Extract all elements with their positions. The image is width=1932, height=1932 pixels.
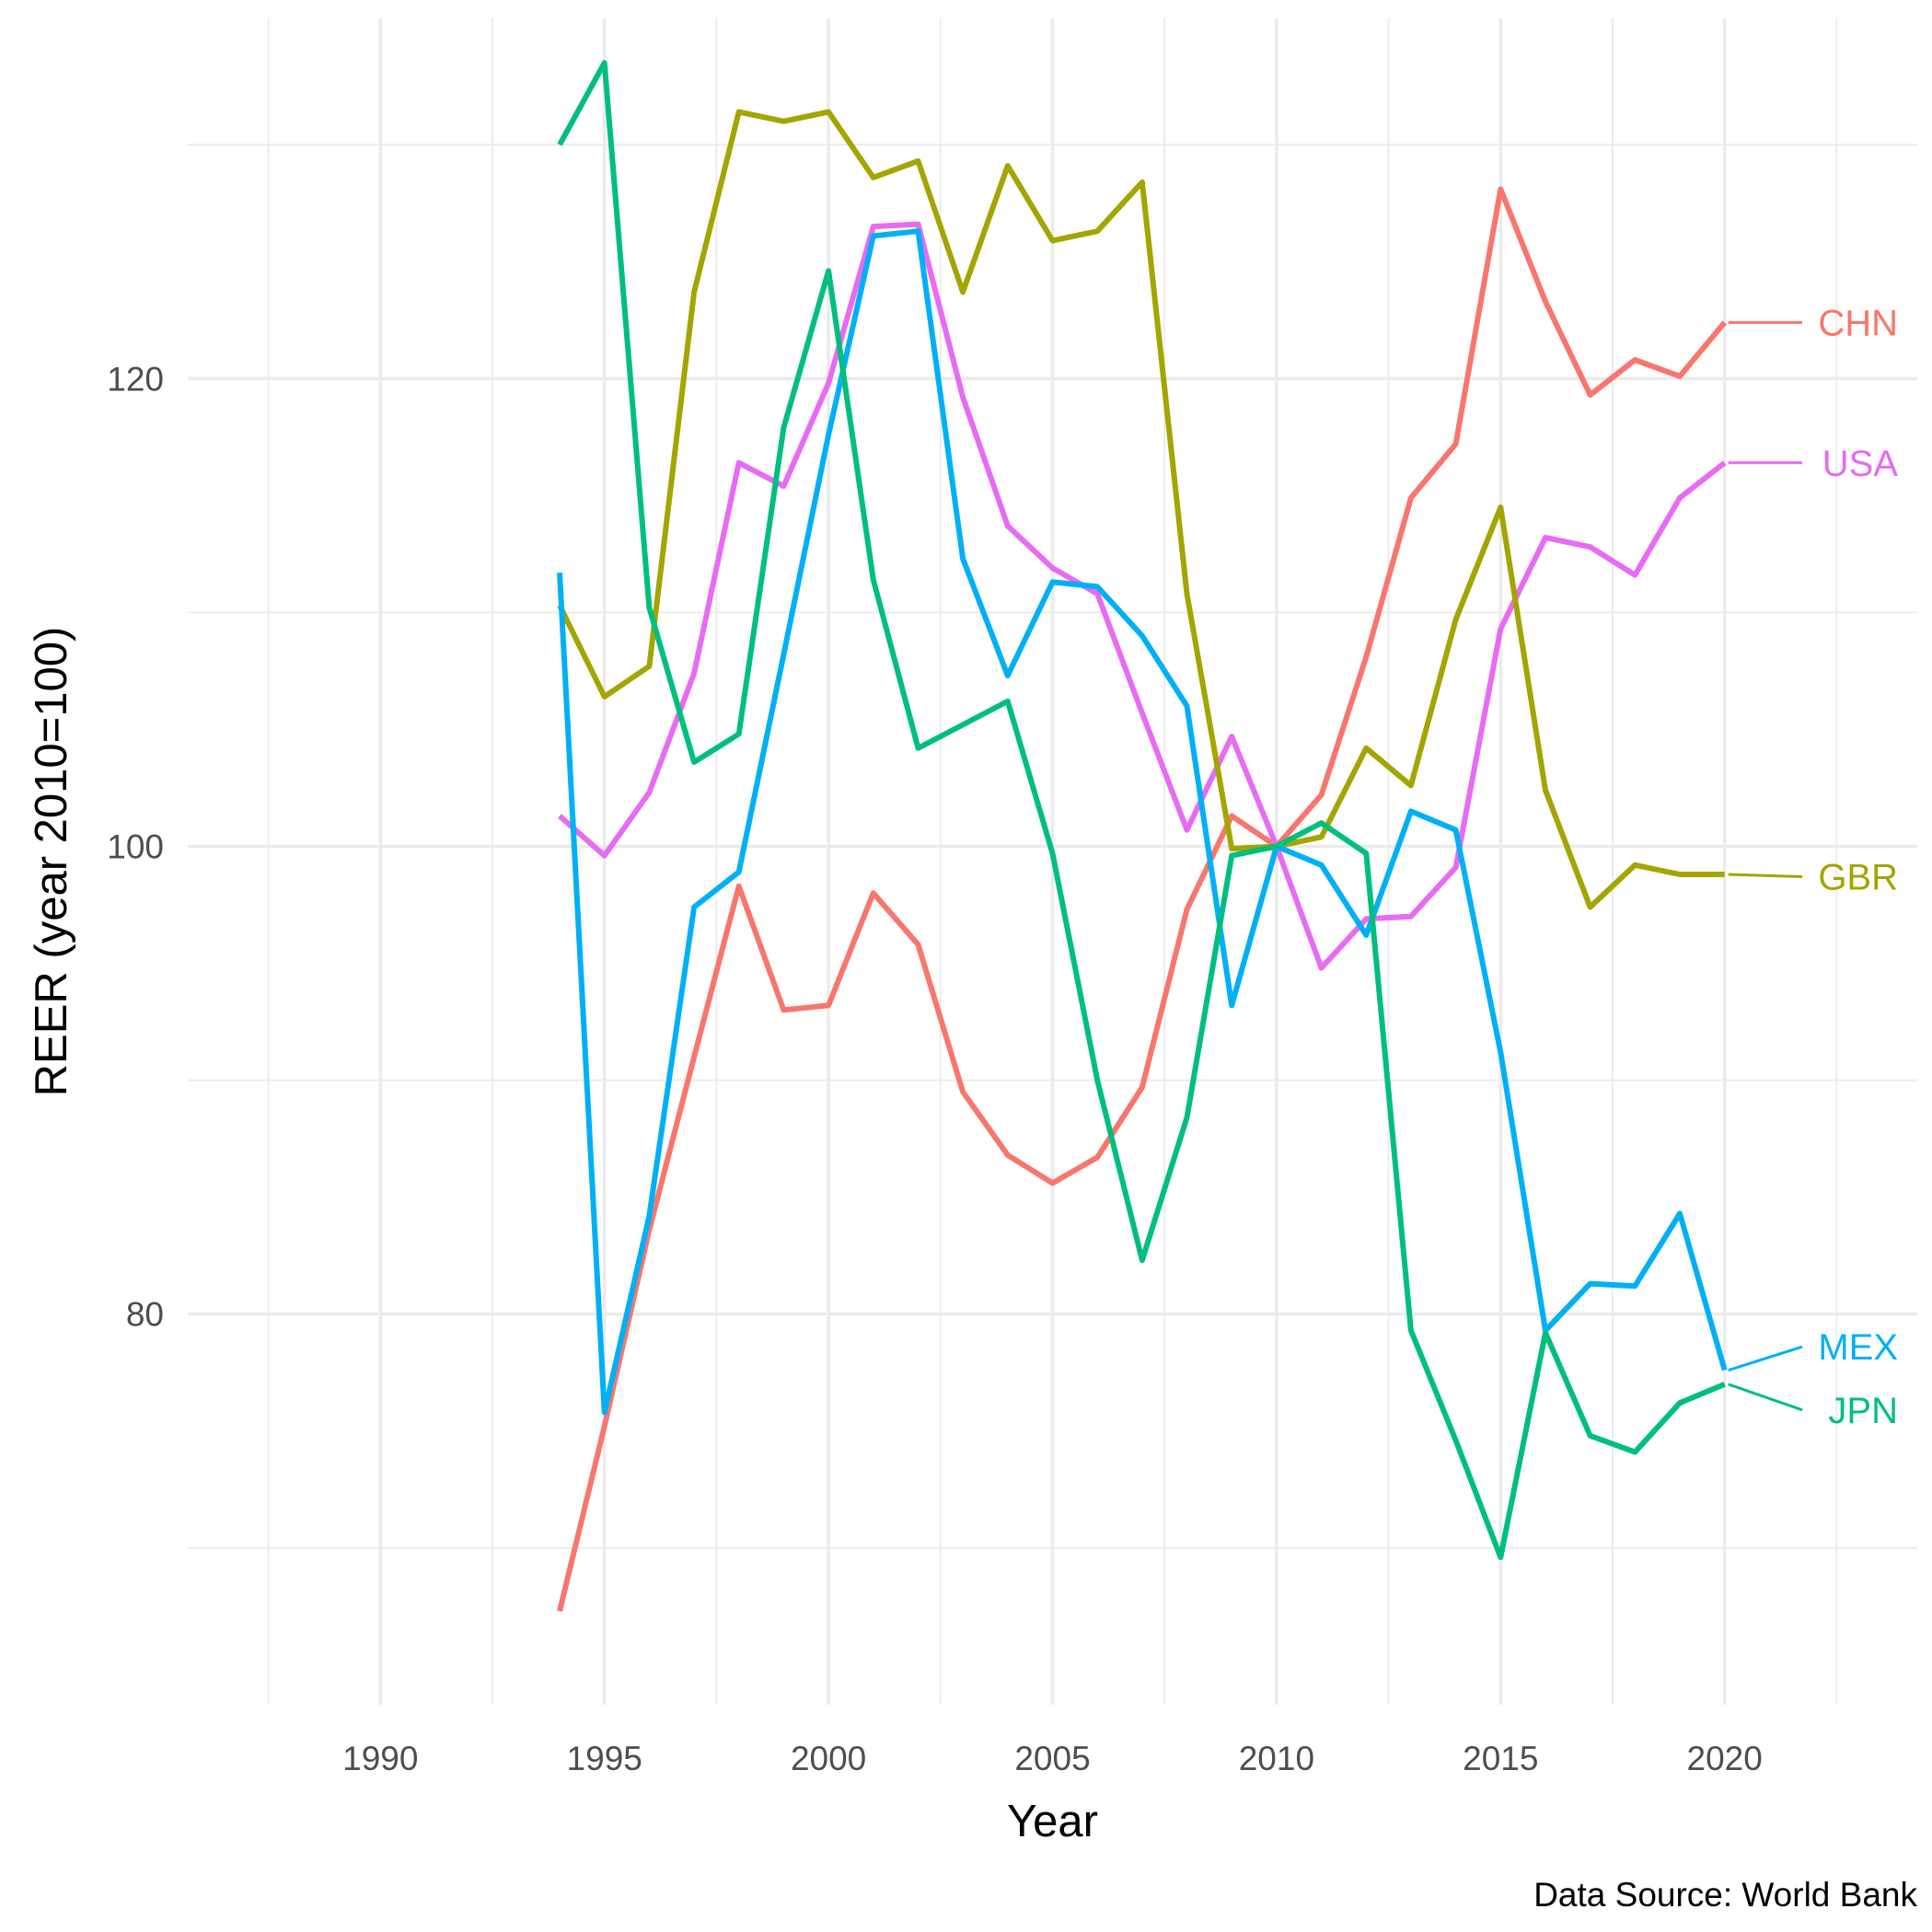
x-tick-label: 1995 [567, 1740, 642, 1777]
series-direct-labels: CHN USA GBR MEX JPN [1728, 303, 1899, 1431]
x-axis-tick-labels: 1990 1995 2000 2005 2010 2015 2020 [342, 1740, 1763, 1777]
x-tick-label: 1990 [342, 1740, 418, 1777]
label-leader-mex [1728, 1345, 1803, 1372]
x-tick-label: 2020 [1687, 1740, 1763, 1777]
series-line-chn [557, 186, 1728, 1613]
series-label-mex: MEX [1818, 1327, 1898, 1368]
label-leader-gbr [1728, 873, 1803, 879]
series-line-mex [557, 228, 1728, 1416]
x-axis-title: Year [1007, 1797, 1098, 1846]
series-label-gbr: GBR [1818, 858, 1898, 898]
label-leader-jpn [1728, 1382, 1803, 1412]
y-tick-label: 120 [107, 360, 164, 398]
series-line-jpn [557, 60, 1726, 1560]
x-tick-label: 2000 [791, 1740, 866, 1777]
y-axis-title: REER (year 2010=100) [27, 627, 76, 1097]
x-tick-label: 2015 [1463, 1740, 1538, 1777]
series-lines [557, 60, 1728, 1613]
y-axis-tick-labels: 80 100 120 [107, 360, 164, 1333]
series-label-chn: CHN [1818, 303, 1898, 343]
series-label-jpn: JPN [1828, 1391, 1898, 1431]
y-tick-label: 80 [126, 1296, 164, 1334]
x-tick-label: 2010 [1239, 1740, 1314, 1777]
series-line-gbr [557, 109, 1725, 910]
data-source-caption: Data Source: World Bank [1533, 1876, 1917, 1914]
x-tick-label: 2005 [1014, 1740, 1090, 1777]
y-tick-label: 100 [107, 827, 164, 865]
series-label-usa: USA [1822, 444, 1899, 484]
series-line-usa [558, 221, 1727, 971]
